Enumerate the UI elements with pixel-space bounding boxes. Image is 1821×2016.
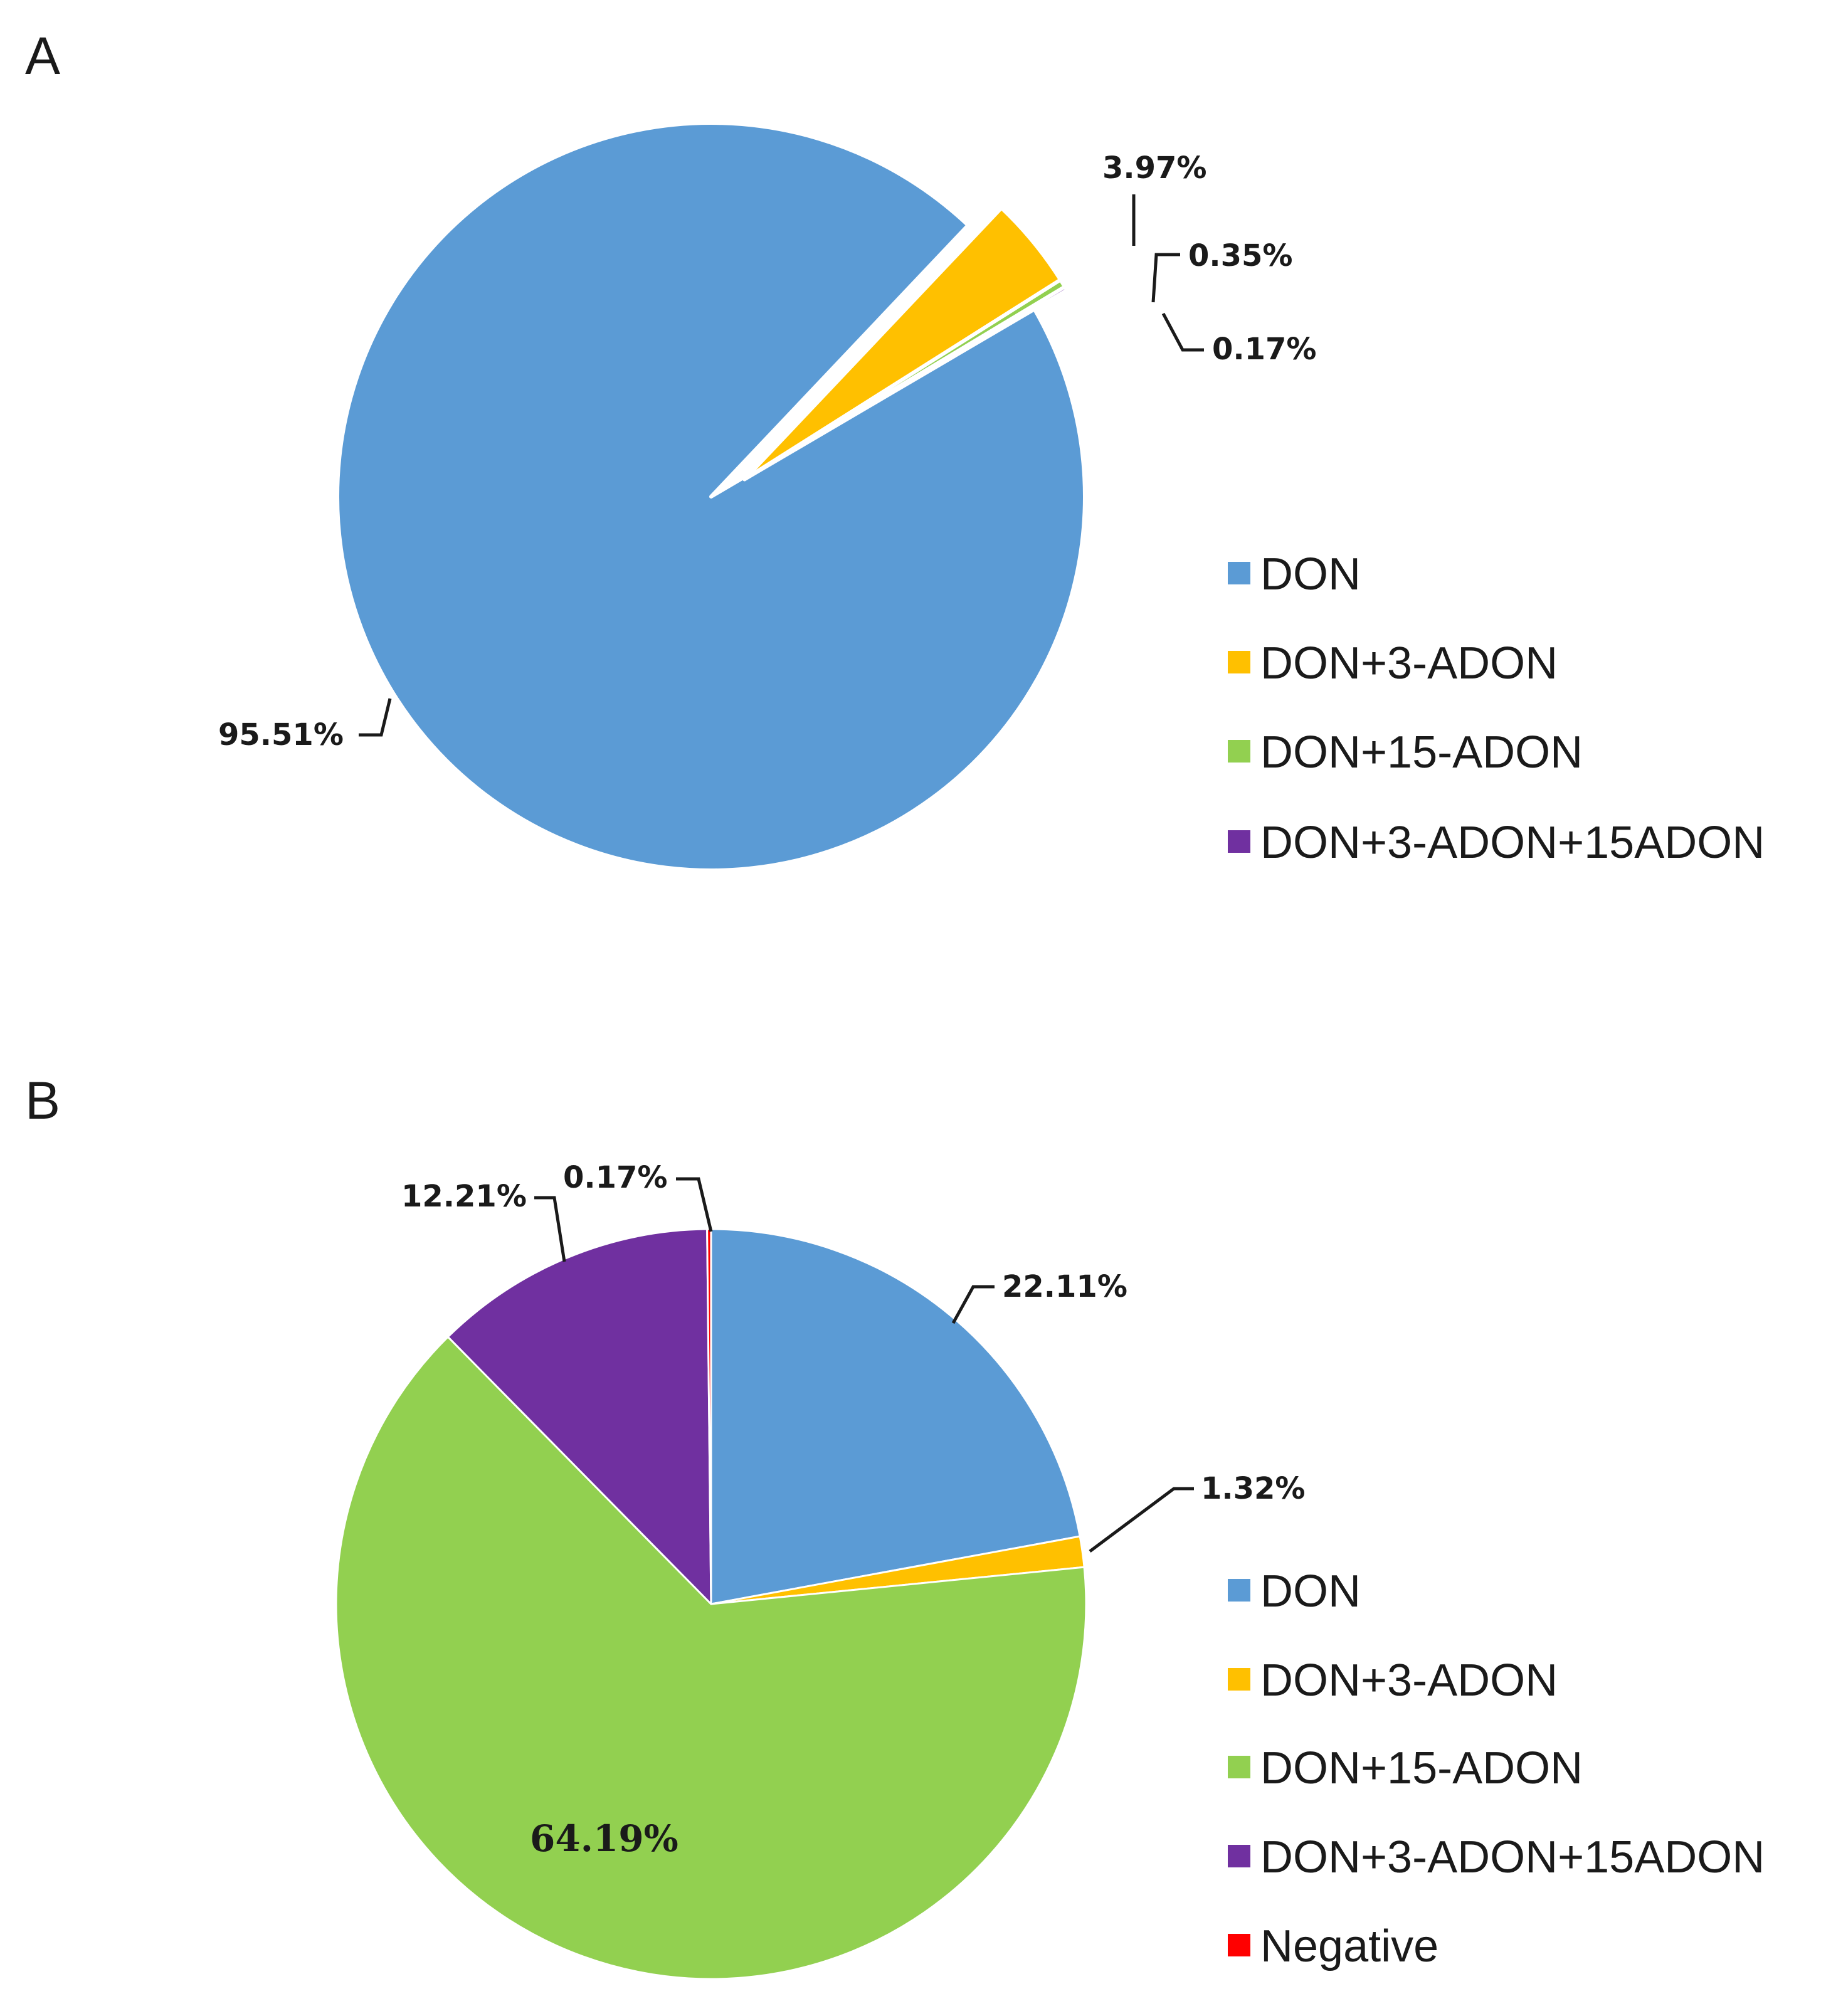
legend-a: DON DON+3-ADON DON+15-ADON DON+3-ADON+15…	[1228, 549, 1765, 868]
legend-a-entry-3: DON+3-ADON+15ADON	[1260, 818, 1765, 868]
leader-b-slice-1	[1089, 1487, 1194, 1553]
pie-b	[335, 1228, 1087, 1980]
panel-b-letter: B	[25, 1071, 60, 1130]
legend-b-entry-2: DON+15-ADON	[1260, 1743, 1583, 1793]
legend-b-swatch-1	[1228, 1668, 1250, 1691]
pie-slice-don-3-adon-15adon	[742, 285, 1069, 482]
legend-a-swatch-3	[1228, 830, 1250, 853]
label-b-slice-2: 64.19%	[530, 1817, 678, 1860]
legend-b-entry-4: Negative	[1260, 1921, 1438, 1971]
label-a-slice-2: 0.35%	[1188, 238, 1293, 273]
legend-b-swatch-4	[1228, 1934, 1250, 1956]
legend-a-swatch-1	[1228, 651, 1250, 673]
legend-a-swatch-0	[1228, 562, 1250, 584]
panel-b: B 12.21% 0.17% 22.11% 1.32% 64.19% DON D…	[25, 1071, 1765, 1980]
leader-b-slice-4	[676, 1177, 713, 1232]
leader-a-slice-0	[359, 698, 392, 737]
panel-a-letter: A	[25, 26, 60, 85]
legend-b-swatch-3	[1228, 1845, 1250, 1867]
legend-b-entry-3: DON+3-ADON+15ADON	[1260, 1832, 1765, 1882]
legend-b-swatch-2	[1228, 1756, 1250, 1778]
labels-b: 12.21% 0.17% 22.11% 1.32% 64.19%	[401, 1160, 1306, 1860]
legend-a-entry-2: DON+15-ADON	[1260, 727, 1583, 778]
legend-a-swatch-2	[1228, 740, 1250, 763]
label-a-slice-3: 0.17%	[1212, 332, 1317, 367]
pie-slice-don-3-adon-15adon	[446, 1228, 712, 1605]
labels-a: 3.97% 0.35% 0.17% 95.51%	[218, 150, 1317, 752]
pie-slice-don	[335, 121, 1087, 872]
leader-b-slice-0	[951, 1285, 995, 1324]
label-a-slice-1: 3.97%	[1102, 150, 1207, 186]
legend-a-entry-1: DON+3-ADON	[1260, 638, 1558, 689]
label-b-slice-3: 12.21%	[401, 1179, 527, 1214]
label-b-slice-1: 1.32%	[1201, 1471, 1306, 1506]
legend-b-entry-1: DON+3-ADON	[1260, 1655, 1558, 1706]
leader-a-slice-2	[1151, 253, 1180, 303]
pie-a	[335, 121, 1087, 872]
label-b-slice-0: 22.11%	[1002, 1269, 1127, 1304]
leader-b-slice-3	[534, 1196, 566, 1262]
pie-slice-don	[710, 1228, 1081, 1605]
legend-a-entry-0: DON	[1260, 549, 1361, 599]
legend-b-entry-0: DON	[1260, 1566, 1361, 1617]
leader-a-slice-3	[1161, 312, 1204, 352]
legend-b-swatch-0	[1228, 1579, 1250, 1602]
pie-slice-don-15-adon	[335, 1336, 1087, 1980]
label-b-slice-4: 0.17%	[563, 1160, 668, 1195]
legend-b: DON DON+3-ADON DON+15-ADON DON+3-ADON+15…	[1228, 1566, 1765, 1971]
panel-a: A 3.97% 0.35% 0.17% 95.51% DON DON+3-ADO…	[25, 26, 1765, 872]
label-a-slice-0: 95.51%	[218, 717, 344, 752]
